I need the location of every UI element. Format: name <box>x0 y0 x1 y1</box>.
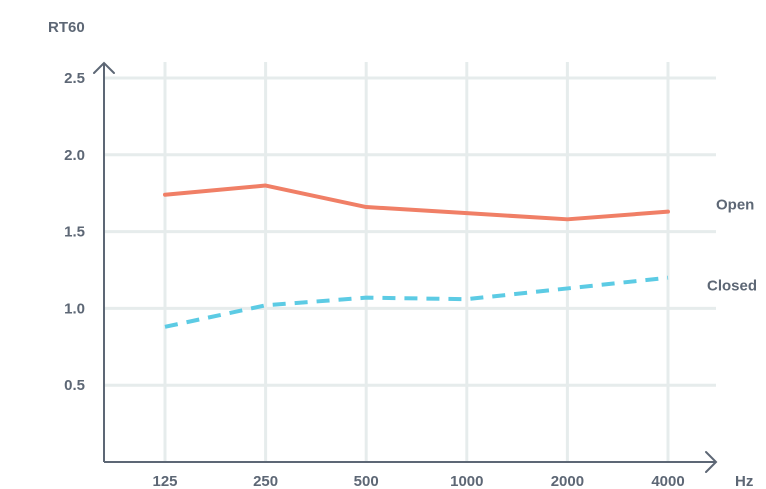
y-tick-label: 1.5 <box>64 224 85 241</box>
data-point-open <box>666 210 670 214</box>
data-point-open <box>465 211 469 215</box>
y-axis-arrow-icon <box>93 61 115 74</box>
series <box>163 183 670 329</box>
series-label-open: Open <box>716 197 754 214</box>
data-point-open <box>264 184 268 188</box>
axes: RT60 Hz <box>48 19 753 489</box>
series-label-closed: Closed <box>707 278 757 295</box>
series-line-closed <box>164 275 669 329</box>
data-point-closed <box>264 303 268 307</box>
x-tick-label: 125 <box>152 473 177 489</box>
grid <box>104 62 716 462</box>
x-tick-label: 1000 <box>450 473 483 489</box>
data-point-open <box>364 205 368 209</box>
y-tick-label: 2.0 <box>64 147 85 164</box>
data-point-closed <box>565 286 569 290</box>
data-point-open <box>163 193 167 197</box>
data-point-closed <box>163 325 167 329</box>
data-point-open <box>565 217 569 221</box>
series-line-open <box>163 183 670 222</box>
data-point-closed <box>465 297 469 301</box>
x-axis-arrow-icon <box>705 451 718 473</box>
y-tick-label: 0.5 <box>64 377 85 394</box>
data-point-closed <box>666 276 670 280</box>
y-axis-title: RT60 <box>48 19 85 36</box>
y-tick-label: 2.5 <box>64 70 85 87</box>
x-tick-label: 2000 <box>551 473 584 489</box>
data-point-closed <box>364 296 368 300</box>
series-labels: Open Closed <box>707 197 757 295</box>
x-tick-label: 4000 <box>651 473 684 489</box>
x-tick-label: 250 <box>253 473 278 489</box>
y-tick-label: 1.0 <box>64 300 85 317</box>
x-tick-label: 500 <box>354 473 379 489</box>
x-tick-labels: 125 250 500 1000 2000 4000 <box>152 473 684 489</box>
y-tick-labels: 0.5 1.0 1.5 2.0 2.5 <box>64 70 85 394</box>
x-axis-title: Hz <box>735 473 753 489</box>
